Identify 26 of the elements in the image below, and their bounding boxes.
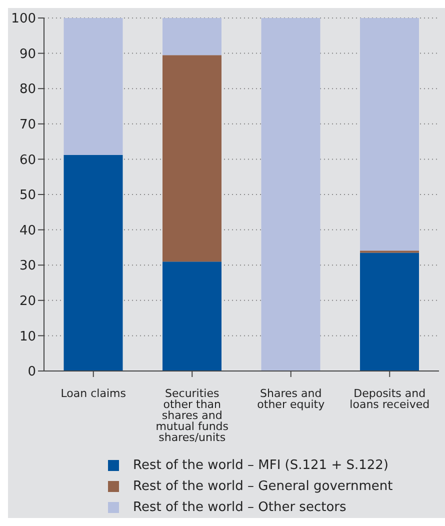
x-tick-label: Deposits and loans received — [350, 386, 430, 411]
bar — [261, 18, 320, 371]
y-tick-label: 80 — [19, 82, 36, 98]
y-tick-label: 60 — [19, 152, 36, 168]
legend-label: Rest of the world – MFI (S.121 + S.122) — [133, 458, 388, 473]
bar — [162, 55, 222, 262]
y-tick-label: 20 — [19, 294, 36, 310]
y-tick-label: 0 — [28, 364, 36, 380]
y-tick-label: 90 — [19, 46, 36, 62]
legend-label: Rest of the world – General government — [133, 479, 393, 494]
bar — [162, 18, 222, 56]
y-tick-label: 10 — [19, 329, 36, 344]
bar — [64, 18, 123, 155]
y-tick-label: 30 — [19, 258, 36, 274]
bar — [360, 252, 419, 371]
bar — [360, 18, 419, 251]
x-tick-label: Loan claims — [60, 386, 126, 400]
legend-label: Rest of the world – Other sectors — [133, 500, 346, 515]
x-tick-label: Shares and other equity — [257, 386, 326, 411]
y-tick-label: 70 — [19, 118, 36, 133]
x-tick-label: Securities other than shares and mutual funds shares/units — [156, 386, 229, 444]
bar — [162, 262, 222, 371]
y-tick-label: 40 — [19, 223, 36, 238]
y-tick-label: 100 — [11, 12, 36, 27]
y-tick-label: 50 — [19, 188, 36, 204]
bar — [64, 154, 123, 371]
